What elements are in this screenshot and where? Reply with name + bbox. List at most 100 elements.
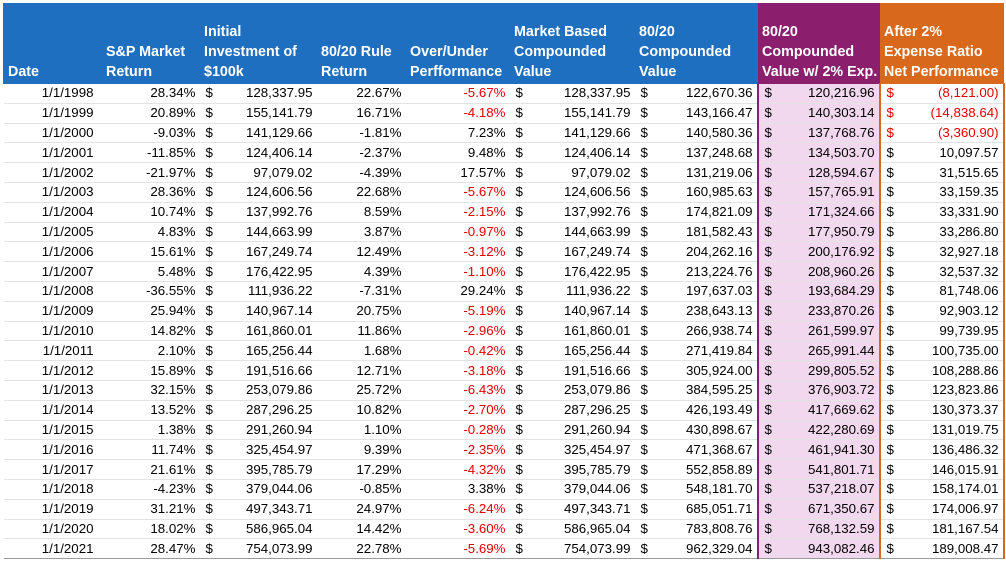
cell-sp-return[interactable]: -11.85% <box>101 142 200 163</box>
cell-rule-return[interactable]: -0.85% <box>316 478 406 500</box>
cell-initial-investment[interactable]: 167,249.74 <box>221 241 317 262</box>
cell-date[interactable]: 1/1/2014 <box>3 399 102 421</box>
cell-over-under[interactable]: -6.24% <box>405 498 510 520</box>
cell-compounded-value[interactable]: 783,808.76 <box>656 518 758 539</box>
cell-date[interactable]: 1/1/2017 <box>3 459 102 480</box>
cell-market-value[interactable]: 191,516.66 <box>531 360 635 381</box>
cell-sp-return[interactable]: 25.94% <box>101 300 200 322</box>
cell-compounded-exp[interactable]: 768,132.59 <box>777 518 880 539</box>
cell-compounded-exp[interactable]: 537,218.07 <box>777 478 880 500</box>
cell-date[interactable]: 1/1/2003 <box>3 181 102 203</box>
cell-market-value[interactable]: 111,936.22 <box>531 280 635 302</box>
cell-compounded-exp[interactable]: 137,768.76 <box>777 122 880 143</box>
cell-market-value[interactable]: 253,079.86 <box>531 379 635 401</box>
cell-net-performance[interactable]: 108,288.86 <box>899 360 1005 381</box>
cell-sp-return[interactable]: -21.97% <box>101 162 200 183</box>
cell-net-performance[interactable]: 92,903.12 <box>899 300 1005 322</box>
cell-rule-return[interactable]: 12.49% <box>316 241 406 262</box>
cell-sp-return[interactable]: 15.89% <box>101 360 200 381</box>
cell-sp-return[interactable]: 11.74% <box>101 439 200 460</box>
cell-date[interactable]: 1/1/2009 <box>3 300 102 322</box>
cell-over-under[interactable]: -3.18% <box>405 360 510 381</box>
cell-market-value[interactable]: 497,343.71 <box>531 498 635 520</box>
cell-compounded-value[interactable]: 266,938.74 <box>656 320 758 341</box>
cell-sp-return[interactable]: 4.83% <box>101 221 200 242</box>
cell-sp-return[interactable]: 18.02% <box>101 518 200 539</box>
cell-over-under[interactable]: -5.19% <box>405 300 510 322</box>
cell-compounded-exp[interactable]: 299,805.52 <box>777 360 880 381</box>
cell-date[interactable]: 1/1/2020 <box>3 518 102 539</box>
cell-rule-return[interactable]: 3.87% <box>316 221 406 242</box>
cell-sp-return[interactable]: 20.89% <box>101 102 200 124</box>
cell-over-under[interactable]: 3.38% <box>405 478 510 500</box>
cell-rule-return[interactable]: 25.72% <box>316 379 406 401</box>
cell-compounded-value[interactable]: 160,985.63 <box>656 181 758 203</box>
cell-initial-investment[interactable]: 124,406.14 <box>221 142 317 163</box>
cell-date[interactable]: 1/1/2004 <box>3 201 102 223</box>
cell-initial-investment[interactable]: 325,454.97 <box>221 439 317 460</box>
cell-net-performance[interactable]: (14,838.64) <box>899 102 1005 124</box>
cell-compounded-value[interactable]: 238,643.13 <box>656 300 758 322</box>
cell-market-value[interactable]: 137,992.76 <box>531 201 635 223</box>
cell-initial-investment[interactable]: 141,129.66 <box>221 122 317 143</box>
cell-net-performance[interactable]: 33,286.80 <box>899 221 1005 242</box>
cell-sp-return[interactable]: 21.61% <box>101 459 200 480</box>
cell-compounded-exp[interactable]: 422,280.69 <box>777 419 880 440</box>
cell-net-performance[interactable]: 32,927.18 <box>899 241 1005 262</box>
cell-date[interactable]: 1/1/2000 <box>3 122 102 143</box>
cell-sp-return[interactable]: -4.23% <box>101 478 200 500</box>
cell-rule-return[interactable]: 9.39% <box>316 439 406 460</box>
cell-compounded-value[interactable]: 131,219.06 <box>656 162 758 183</box>
cell-rule-return[interactable]: -2.37% <box>316 142 406 163</box>
cell-compounded-value[interactable]: 685,051.71 <box>656 498 758 520</box>
cell-sp-return[interactable]: 5.48% <box>101 261 200 282</box>
cell-sp-return[interactable]: -9.03% <box>101 122 200 143</box>
cell-compounded-value[interactable]: 426,193.49 <box>656 399 758 421</box>
cell-compounded-exp[interactable]: 208,960.26 <box>777 261 880 282</box>
cell-market-value[interactable]: 287,296.25 <box>531 399 635 421</box>
cell-sp-return[interactable]: 28.36% <box>101 181 200 203</box>
cell-net-performance[interactable]: 100,735.00 <box>899 340 1005 361</box>
cell-over-under[interactable]: -2.96% <box>405 320 510 341</box>
cell-date[interactable]: 1/1/2018 <box>3 478 102 500</box>
cell-initial-investment[interactable]: 754,073.99 <box>221 538 317 560</box>
cell-net-performance[interactable]: 130,373.37 <box>899 399 1005 421</box>
cell-compounded-value[interactable]: 962,329.04 <box>656 538 758 560</box>
cell-date[interactable]: 1/1/2019 <box>3 498 102 520</box>
cell-rule-return[interactable]: 1.68% <box>316 340 406 361</box>
cell-over-under[interactable]: -4.32% <box>405 459 510 480</box>
cell-over-under[interactable]: 9.48% <box>405 142 510 163</box>
cell-over-under[interactable]: -0.97% <box>405 221 510 242</box>
cell-market-value[interactable]: 395,785.79 <box>531 459 635 480</box>
cell-compounded-exp[interactable]: 134,503.70 <box>777 142 880 163</box>
cell-rule-return[interactable]: 12.71% <box>316 360 406 381</box>
cell-market-value[interactable]: 165,256.44 <box>531 340 635 361</box>
cell-rule-return[interactable]: 20.75% <box>316 300 406 322</box>
cell-over-under[interactable]: -2.15% <box>405 201 510 223</box>
cell-date[interactable]: 1/1/2021 <box>3 538 102 560</box>
cell-initial-investment[interactable]: 379,044.06 <box>221 478 317 500</box>
cell-initial-investment[interactable]: 155,141.79 <box>221 102 317 124</box>
cell-sp-return[interactable]: 28.34% <box>101 83 200 104</box>
cell-compounded-exp[interactable]: 177,950.79 <box>777 221 880 242</box>
cell-rule-return[interactable]: -4.39% <box>316 162 406 183</box>
cell-rule-return[interactable]: -1.81% <box>316 122 406 143</box>
cell-initial-investment[interactable]: 128,337.95 <box>221 83 317 104</box>
cell-initial-investment[interactable]: 191,516.66 <box>221 360 317 381</box>
cell-over-under[interactable]: -2.70% <box>405 399 510 421</box>
cell-net-performance[interactable]: 158,174.01 <box>899 478 1005 500</box>
cell-over-under[interactable]: -5.67% <box>405 83 510 104</box>
cell-date[interactable]: 1/1/2012 <box>3 360 102 381</box>
cell-market-value[interactable]: 379,044.06 <box>531 478 635 500</box>
cell-date[interactable]: 1/1/2011 <box>3 340 102 361</box>
cell-rule-return[interactable]: 4.39% <box>316 261 406 282</box>
cell-net-performance[interactable]: 10,097.57 <box>899 142 1005 163</box>
cell-net-performance[interactable]: 33,331.90 <box>899 201 1005 223</box>
cell-compounded-value[interactable]: 137,248.68 <box>656 142 758 163</box>
cell-compounded-value[interactable]: 140,580.36 <box>656 122 758 143</box>
cell-compounded-value[interactable]: 471,368.67 <box>656 439 758 460</box>
cell-over-under[interactable]: -5.67% <box>405 181 510 203</box>
cell-date[interactable]: 1/1/2007 <box>3 261 102 282</box>
cell-over-under[interactable]: -2.35% <box>405 439 510 460</box>
cell-net-performance[interactable]: 33,159.35 <box>899 181 1005 203</box>
